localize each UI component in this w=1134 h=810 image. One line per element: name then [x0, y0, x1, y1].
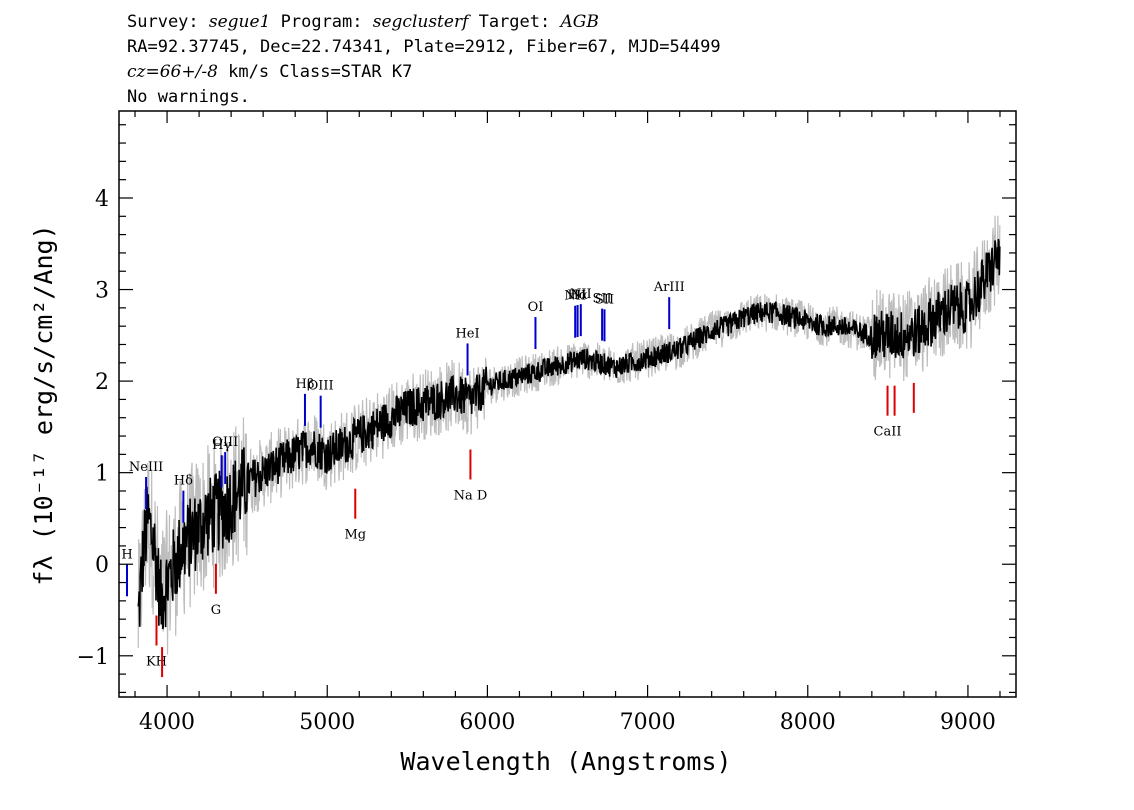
absorption-line-label: Mg [344, 528, 366, 543]
x-tick-label: 8000 [780, 710, 836, 735]
emission-line-label: OIII [212, 435, 238, 450]
emission-line-label: NeIII [129, 460, 163, 475]
emission-line-label: NII [570, 287, 592, 302]
absorption-line-label: KH [146, 655, 167, 670]
header-line-3: cz=66+/-8 km/s Class=STAR K7 [127, 62, 412, 82]
emission-line-label: ArIII [653, 280, 685, 295]
emission-line-label: H [121, 547, 132, 562]
y-axis-label: fλ (10⁻¹⁷ erg/s/cm²/Ang) [29, 224, 58, 585]
absorption-line-label: Na D [454, 489, 488, 504]
header-line-2: RA=92.37745, Dec=22.74341, Plate=2912, F… [127, 37, 721, 57]
y-tick-label: 4 [95, 187, 109, 212]
emission-line-label: Hγ [212, 438, 231, 453]
emission-line-label: Hβ [296, 377, 315, 392]
emission-line-label: OI [528, 300, 544, 315]
x-tick-label: 4000 [139, 710, 195, 735]
error-spectrum-line [137, 215, 1001, 655]
x-tick-label: 5000 [299, 710, 355, 735]
emission-line-label: NII [564, 289, 586, 304]
header-line-4: No warnings. [127, 87, 250, 107]
emission-line-label: SII [595, 292, 614, 307]
absorption-line-label: G [211, 603, 221, 618]
y-tick-label: 3 [95, 279, 109, 304]
emission-line-label: Hδ [174, 474, 193, 489]
header-line-1: Survey: segue1 Program: segclusterf Targ… [127, 12, 599, 32]
axes: 4000 5000 6000 7000 8000 9000 −1 0 1 2 3 4 [77, 110, 1017, 735]
x-tick-label: 7000 [620, 710, 676, 735]
y-tick-label: 0 [95, 553, 109, 578]
x-axis-label: Wavelength (Angstroms) [400, 747, 731, 776]
emission-line-label: OIII [308, 379, 334, 394]
x-tick-label: 9000 [940, 710, 996, 735]
emission-line-label: SII [593, 292, 612, 307]
absorption-line-label: CaII [874, 425, 902, 440]
x-tick-label: 6000 [459, 710, 515, 735]
emission-line-label: Hα [568, 288, 588, 303]
flux-spectrum-line [137, 238, 1001, 630]
y-tick-label: 1 [95, 462, 109, 487]
y-tick-label: 2 [95, 370, 109, 395]
emission-line-label: HeI [455, 326, 479, 341]
plot-frame [118, 110, 1017, 698]
y-tick-label: −1 [77, 645, 109, 670]
